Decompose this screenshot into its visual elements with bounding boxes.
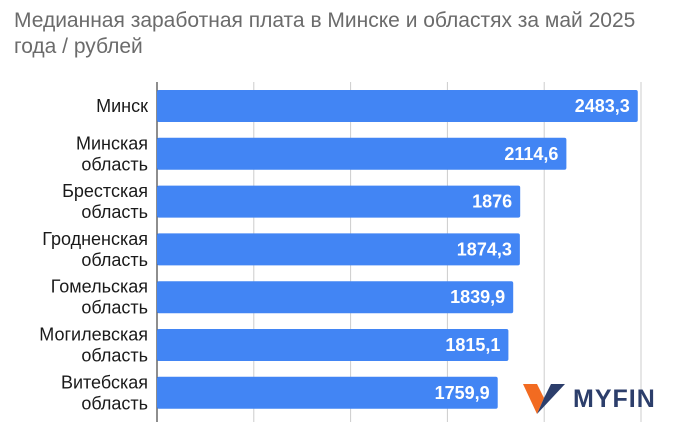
category-labels: МинскМинскаяобластьБрестскаяобластьГродн… [39, 96, 148, 413]
bar [157, 281, 514, 314]
chart-title: Медианная заработная плата в Минске и об… [14, 9, 636, 58]
category-label: Могилевская [39, 325, 148, 345]
category-label: область [81, 346, 148, 366]
myfin-v-logo-icon [523, 384, 565, 414]
data-label: 1874,3 [457, 239, 512, 259]
data-label: 1759,9 [435, 383, 490, 403]
category-label: Минская [76, 133, 148, 153]
bar [157, 376, 498, 409]
myfin-logo: MYFIN [523, 381, 673, 417]
category-label: Витебская [61, 372, 148, 392]
bar [157, 137, 567, 170]
bars: 2483,3 2114,6 1876 1874,3 1839,9 1815,1 1759,9 [157, 90, 638, 409]
bar [157, 329, 509, 361]
logo-text: MYFIN [573, 385, 656, 413]
data-label: 1815,1 [445, 335, 500, 355]
data-label: 1876 [472, 192, 512, 212]
category-label: область [81, 298, 148, 318]
category-label: Гродненская [42, 229, 148, 249]
bar [157, 233, 520, 266]
category-label: Брестская [62, 181, 148, 201]
bar [157, 185, 521, 218]
category-label: Минск [96, 96, 148, 116]
data-label: 1839,9 [450, 287, 505, 307]
category-label: область [81, 154, 148, 174]
category-label: область [81, 393, 148, 413]
data-label: 2483,3 [575, 96, 630, 116]
category-label: Гомельская [51, 277, 148, 297]
category-label: область [81, 202, 148, 222]
bar [157, 90, 638, 122]
category-label: область [81, 250, 148, 270]
data-label: 2114,6 [504, 144, 558, 164]
